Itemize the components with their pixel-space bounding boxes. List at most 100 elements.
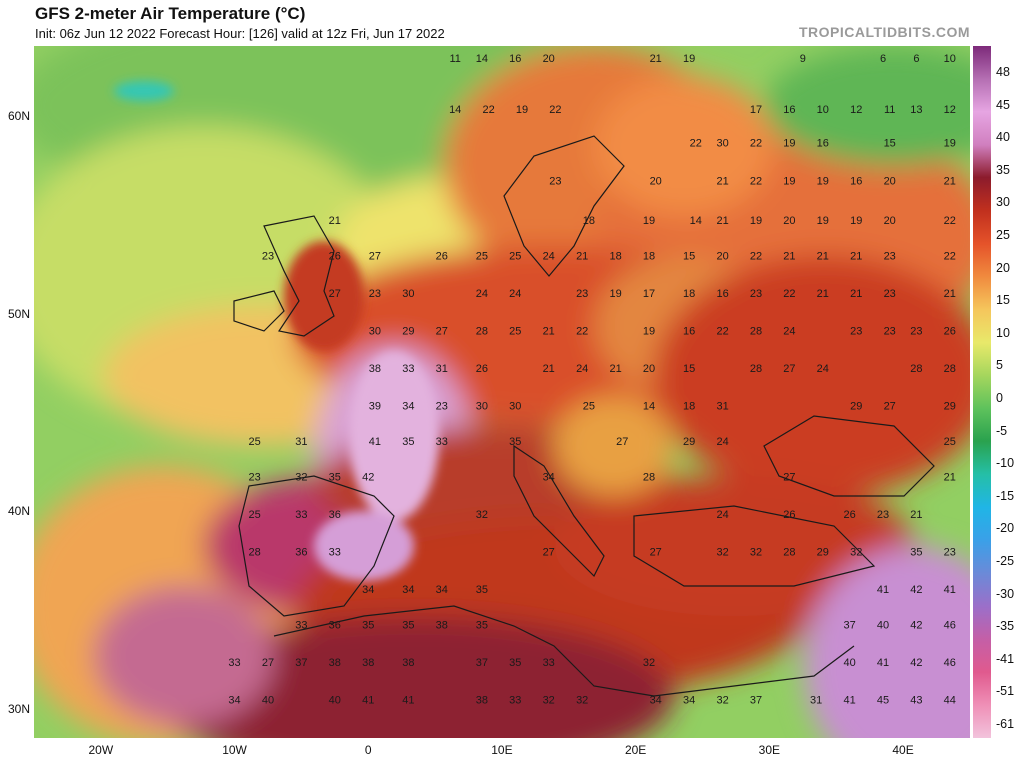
temperature-value: 24 <box>509 288 521 300</box>
temperature-value: 32 <box>576 695 588 707</box>
temperature-value: 40 <box>329 695 341 707</box>
temperature-value: 30 <box>476 400 488 412</box>
temperature-value: 34 <box>543 472 555 484</box>
temperature-value: 38 <box>329 657 341 669</box>
temperature-value: 31 <box>716 400 728 412</box>
temperature-value: 34 <box>683 695 695 707</box>
temperature-value: 21 <box>910 509 922 521</box>
temperature-value: 44 <box>944 695 956 707</box>
temperature-value: 19 <box>944 138 956 150</box>
temperature-value: 15 <box>683 363 695 375</box>
temperature-value: 22 <box>482 104 494 116</box>
temperature-value: 24 <box>817 363 829 375</box>
temperature-value: 21 <box>783 250 795 262</box>
temperature-value: 15 <box>884 138 896 150</box>
temperature-value: 23 <box>436 400 448 412</box>
temperature-value: 19 <box>683 53 695 65</box>
temperature-value: 36 <box>329 620 341 632</box>
temperature-value: 28 <box>476 325 488 337</box>
temperature-map[interactable]: 1261616131912101111141620211996610142219… <box>34 46 970 738</box>
temperature-value: 9 <box>800 53 806 65</box>
temperature-value: 26 <box>436 250 448 262</box>
temperature-value: 27 <box>783 363 795 375</box>
temperature-value: 27 <box>436 325 448 337</box>
temperature-value: 42 <box>910 620 922 632</box>
temperature-value: 41 <box>944 584 956 596</box>
temperature-value: 27 <box>262 657 274 669</box>
colorbar-label: 40 <box>996 130 1010 145</box>
temperature-value: 30 <box>509 400 521 412</box>
temperature-value: 31 <box>436 363 448 375</box>
temperature-value: 25 <box>583 400 595 412</box>
temperature-value: 10 <box>944 53 956 65</box>
temperature-value: 37 <box>476 657 488 669</box>
temperature-value: 38 <box>369 363 381 375</box>
colorbar-label: 20 <box>996 260 1010 275</box>
colorbar-label: -20 <box>996 521 1015 536</box>
temperature-value: 41 <box>362 695 374 707</box>
temperature-value: 43 <box>910 695 922 707</box>
temperature-value: 23 <box>262 250 274 262</box>
longitude-label: 20W <box>88 743 114 757</box>
temperature-value: 16 <box>683 325 695 337</box>
temperature-value: 27 <box>616 436 628 448</box>
temperature-value: 6 <box>913 53 919 65</box>
temperature-value: 38 <box>402 657 414 669</box>
colorbar-label: -30 <box>996 586 1015 601</box>
forecast-info: Init: 06z Jun 12 2022 Forecast Hour: [12… <box>35 26 445 41</box>
temperature-value: 19 <box>516 104 528 116</box>
colorbar-label: -61 <box>996 717 1015 731</box>
temperature-value: 22 <box>690 138 702 150</box>
longitude-label: 10E <box>491 743 513 757</box>
temperature-value: 41 <box>843 695 855 707</box>
temperature-value: 34 <box>362 584 374 596</box>
temperature-value: 27 <box>543 547 555 559</box>
longitude-label: 0 <box>364 743 372 757</box>
temperature-value: 35 <box>402 436 414 448</box>
temperature-value: 37 <box>295 657 307 669</box>
temperature-value: 25 <box>509 325 521 337</box>
colorbar-gradient <box>973 46 991 738</box>
temperature-value: 35 <box>402 620 414 632</box>
temperature-value: 24 <box>716 509 728 521</box>
temperature-value: 42 <box>910 584 922 596</box>
temperature-value: 14 <box>449 104 461 116</box>
temperature-value: 24 <box>543 250 555 262</box>
temperature-value: 18 <box>609 250 621 262</box>
temperature-value: 19 <box>783 138 795 150</box>
longitude-label: 40E <box>892 743 914 757</box>
temperature-value: 32 <box>543 695 555 707</box>
temperature-value: 41 <box>877 584 889 596</box>
temperature-value: 15 <box>683 250 695 262</box>
temperature-value: 24 <box>716 436 728 448</box>
temperature-value: 27 <box>650 547 662 559</box>
temperature-value: 21 <box>850 250 862 262</box>
colorbar-label: -5 <box>996 423 1008 438</box>
temperature-value: 22 <box>944 215 956 227</box>
temperature-value: 13 <box>910 104 922 116</box>
temperature-value: 23 <box>944 547 956 559</box>
temperature-value: 32 <box>850 547 862 559</box>
site-brand[interactable]: TROPICALTIDBITS.COM <box>798 24 970 40</box>
temperature-value: 23 <box>850 325 862 337</box>
temperature-value: 29 <box>944 400 956 412</box>
temperature-value: 28 <box>643 472 655 484</box>
temperature-value: 20 <box>884 175 896 187</box>
temperature-value: 12 <box>944 104 956 116</box>
temperature-value: 32 <box>716 547 728 559</box>
temperature-value: 23 <box>910 325 922 337</box>
temperature-value: 23 <box>750 288 762 300</box>
temperature-value: 14 <box>476 53 488 65</box>
temperature-value: 29 <box>683 436 695 448</box>
temperature-value: 33 <box>402 363 414 375</box>
temperature-value: 30 <box>369 325 381 337</box>
temperature-value: 16 <box>850 175 862 187</box>
temperature-value: 30 <box>402 288 414 300</box>
temperature-value: 23 <box>248 472 260 484</box>
temperature-value: 21 <box>944 288 956 300</box>
temperature-value: 29 <box>402 325 414 337</box>
temperature-value: 35 <box>476 584 488 596</box>
temperature-value: 24 <box>576 363 588 375</box>
temperature-value: 19 <box>817 175 829 187</box>
temperature-value: 33 <box>436 436 448 448</box>
